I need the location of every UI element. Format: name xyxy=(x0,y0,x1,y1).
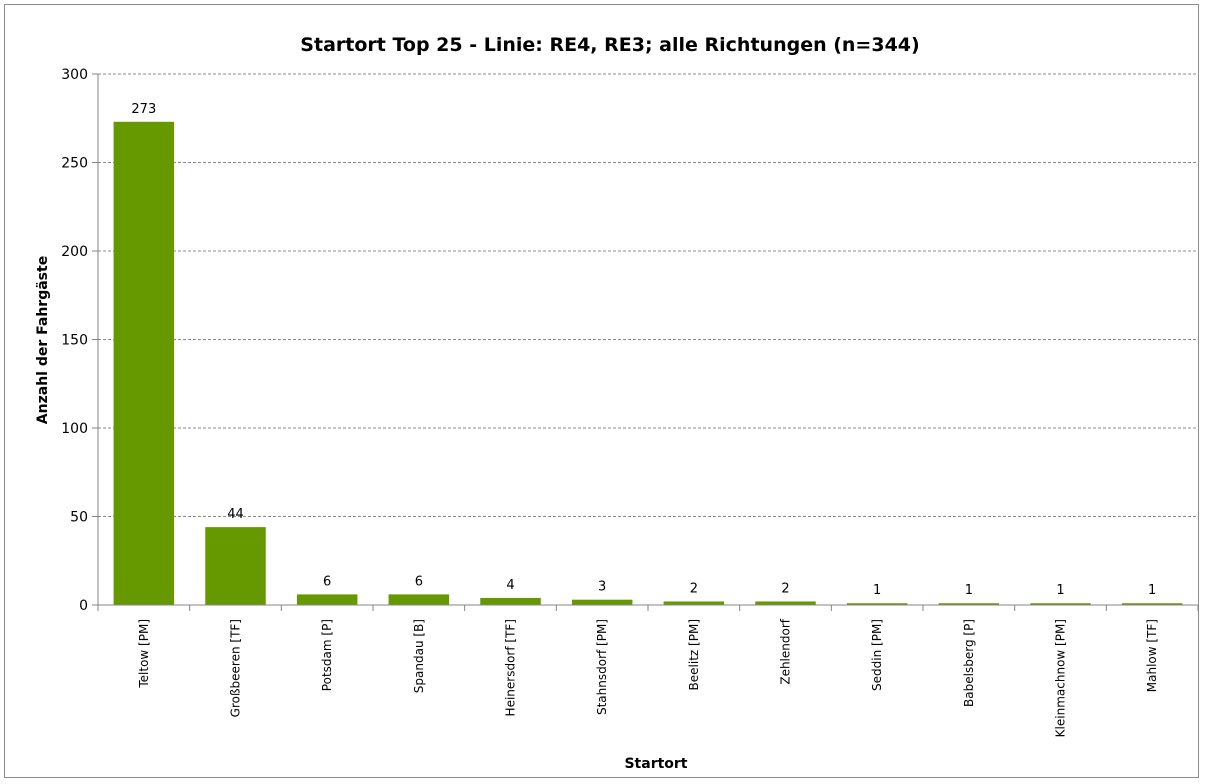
bar xyxy=(480,597,541,605)
y-tick-label: 300 xyxy=(61,67,88,83)
x-tick-label: Potsdam [P] xyxy=(320,619,334,691)
x-tick-label: Spandau [B] xyxy=(412,619,426,693)
bar xyxy=(205,527,266,605)
x-tick-label: Großbeeren [TF] xyxy=(229,619,243,717)
x-axis-title: Startort xyxy=(624,756,687,772)
y-tick-label: 250 xyxy=(61,156,88,172)
chart-title: Startort Top 25 - Linie: RE4, RE3; alle … xyxy=(300,34,919,56)
data-label: 1 xyxy=(1056,583,1064,598)
y-tick-label: 200 xyxy=(61,244,88,260)
y-axis-ticks: 0 50 100 150 200 250 300 xyxy=(61,67,98,614)
x-tick-label: Mahlow [TF] xyxy=(1145,619,1159,692)
data-label: 1 xyxy=(873,583,881,598)
data-label: 2 xyxy=(781,581,789,596)
data-label: 6 xyxy=(415,574,423,589)
bar xyxy=(113,121,175,605)
bar xyxy=(663,601,725,605)
y-tick-label: 100 xyxy=(61,421,88,437)
bar xyxy=(938,603,1000,605)
gridlines xyxy=(98,73,1198,517)
bar xyxy=(296,594,358,605)
data-label: 1 xyxy=(1148,583,1156,598)
data-labels: 273 44 6 6 4 3 2 2 1 1 1 1 xyxy=(131,102,1156,598)
bar xyxy=(1030,603,1091,605)
y-tick-label: 50 xyxy=(70,510,88,526)
bar xyxy=(755,601,816,605)
bar xyxy=(571,599,633,605)
data-label: 4 xyxy=(506,578,514,593)
y-tick-label: 0 xyxy=(79,598,88,614)
x-tick-label: Teltow [PM] xyxy=(137,619,151,689)
bar xyxy=(846,603,908,605)
bar xyxy=(1121,603,1183,605)
x-tick-label: Beelitz [PM] xyxy=(687,619,701,690)
data-label: 6 xyxy=(323,574,331,589)
x-axis-category-labels: Teltow [PM] Großbeeren [TF] Potsdam [P] Spa… xyxy=(97,605,1199,737)
x-tick-label: Babelsberg [P] xyxy=(962,619,976,707)
x-tick-label: Kleinmachnow [PM] xyxy=(1054,619,1068,737)
x-tick-label: Zehlendorf xyxy=(779,618,793,684)
chart-frame xyxy=(4,4,1199,778)
x-tick-label: Heinersdorf [TF] xyxy=(504,619,518,716)
bar xyxy=(388,594,450,605)
bars xyxy=(113,121,1183,605)
data-label: 3 xyxy=(598,580,606,595)
y-axis-title: Anzahl der Fahrgäste xyxy=(35,256,51,424)
x-tick-label: Seddin [PM] xyxy=(870,619,884,691)
x-tick-label: Stahnsdorf [PM] xyxy=(595,619,609,715)
data-label: 1 xyxy=(965,583,973,598)
data-label: 2 xyxy=(690,581,698,596)
y-tick-label: 150 xyxy=(61,333,88,349)
data-label: 44 xyxy=(227,507,244,522)
data-label: 273 xyxy=(131,102,156,117)
